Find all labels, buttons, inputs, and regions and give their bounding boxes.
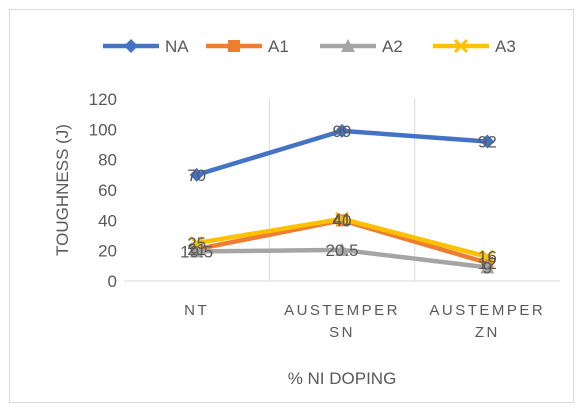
x-tick-label: ZN bbox=[475, 324, 500, 341]
x-tick-label: AUSTEMPER bbox=[429, 302, 545, 319]
y-tick-label: 80 bbox=[98, 151, 117, 170]
data-point-a2 bbox=[335, 242, 349, 256]
x-tick-label: AUSTEMPER bbox=[284, 302, 400, 319]
data-label-a1: 40 bbox=[333, 211, 352, 230]
data-point-a3 bbox=[334, 211, 350, 226]
chart-frame bbox=[9, 9, 574, 403]
y-axis-title: TOUGHNESS (J) bbox=[53, 124, 72, 256]
x-tick-label: NT bbox=[184, 302, 209, 319]
data-label-na: 92 bbox=[478, 132, 497, 151]
legend-label-a3: A3 bbox=[495, 37, 516, 56]
legend-marker-na bbox=[124, 39, 138, 53]
data-label-a1: 21 bbox=[187, 240, 206, 259]
data-point-na bbox=[189, 167, 204, 182]
data-label-a3: 25 bbox=[187, 234, 206, 253]
legend-marker-a2 bbox=[341, 39, 355, 52]
legend-marker-a3 bbox=[453, 38, 469, 54]
data-point-a2 bbox=[480, 260, 495, 274]
data-label-a2: 19.5 bbox=[180, 242, 213, 261]
data-label-a2: 20.5 bbox=[325, 241, 358, 260]
y-tick-label: 0 bbox=[108, 272, 117, 291]
legend-label-na: NA bbox=[165, 37, 189, 56]
y-tick-label: 60 bbox=[98, 181, 117, 200]
x-axis-title: % NI DOPING bbox=[288, 369, 397, 388]
x-tick-label: SN bbox=[329, 324, 355, 341]
y-tick-label: 120 bbox=[89, 90, 117, 109]
data-label-a3: 16 bbox=[478, 248, 497, 267]
data-label-a2: 9 bbox=[483, 258, 492, 277]
legend-label-a1: A1 bbox=[268, 37, 289, 56]
data-point-a3 bbox=[189, 236, 204, 251]
data-label-na: 70 bbox=[187, 166, 206, 185]
legend-marker-a1 bbox=[228, 40, 240, 52]
data-point-a3 bbox=[480, 249, 495, 264]
data-label-a3: 41 bbox=[333, 210, 352, 229]
y-tick-label: 20 bbox=[98, 242, 117, 261]
y-tick-label: 100 bbox=[89, 120, 117, 139]
y-tick-label: 40 bbox=[98, 211, 117, 230]
data-point-na bbox=[335, 123, 349, 138]
legend-label-a2: A2 bbox=[382, 37, 403, 56]
data-point-a2 bbox=[189, 244, 204, 258]
data-label-a1: 12 bbox=[478, 254, 497, 273]
data-point-na bbox=[480, 134, 495, 149]
data-label-na: 99 bbox=[333, 122, 352, 141]
